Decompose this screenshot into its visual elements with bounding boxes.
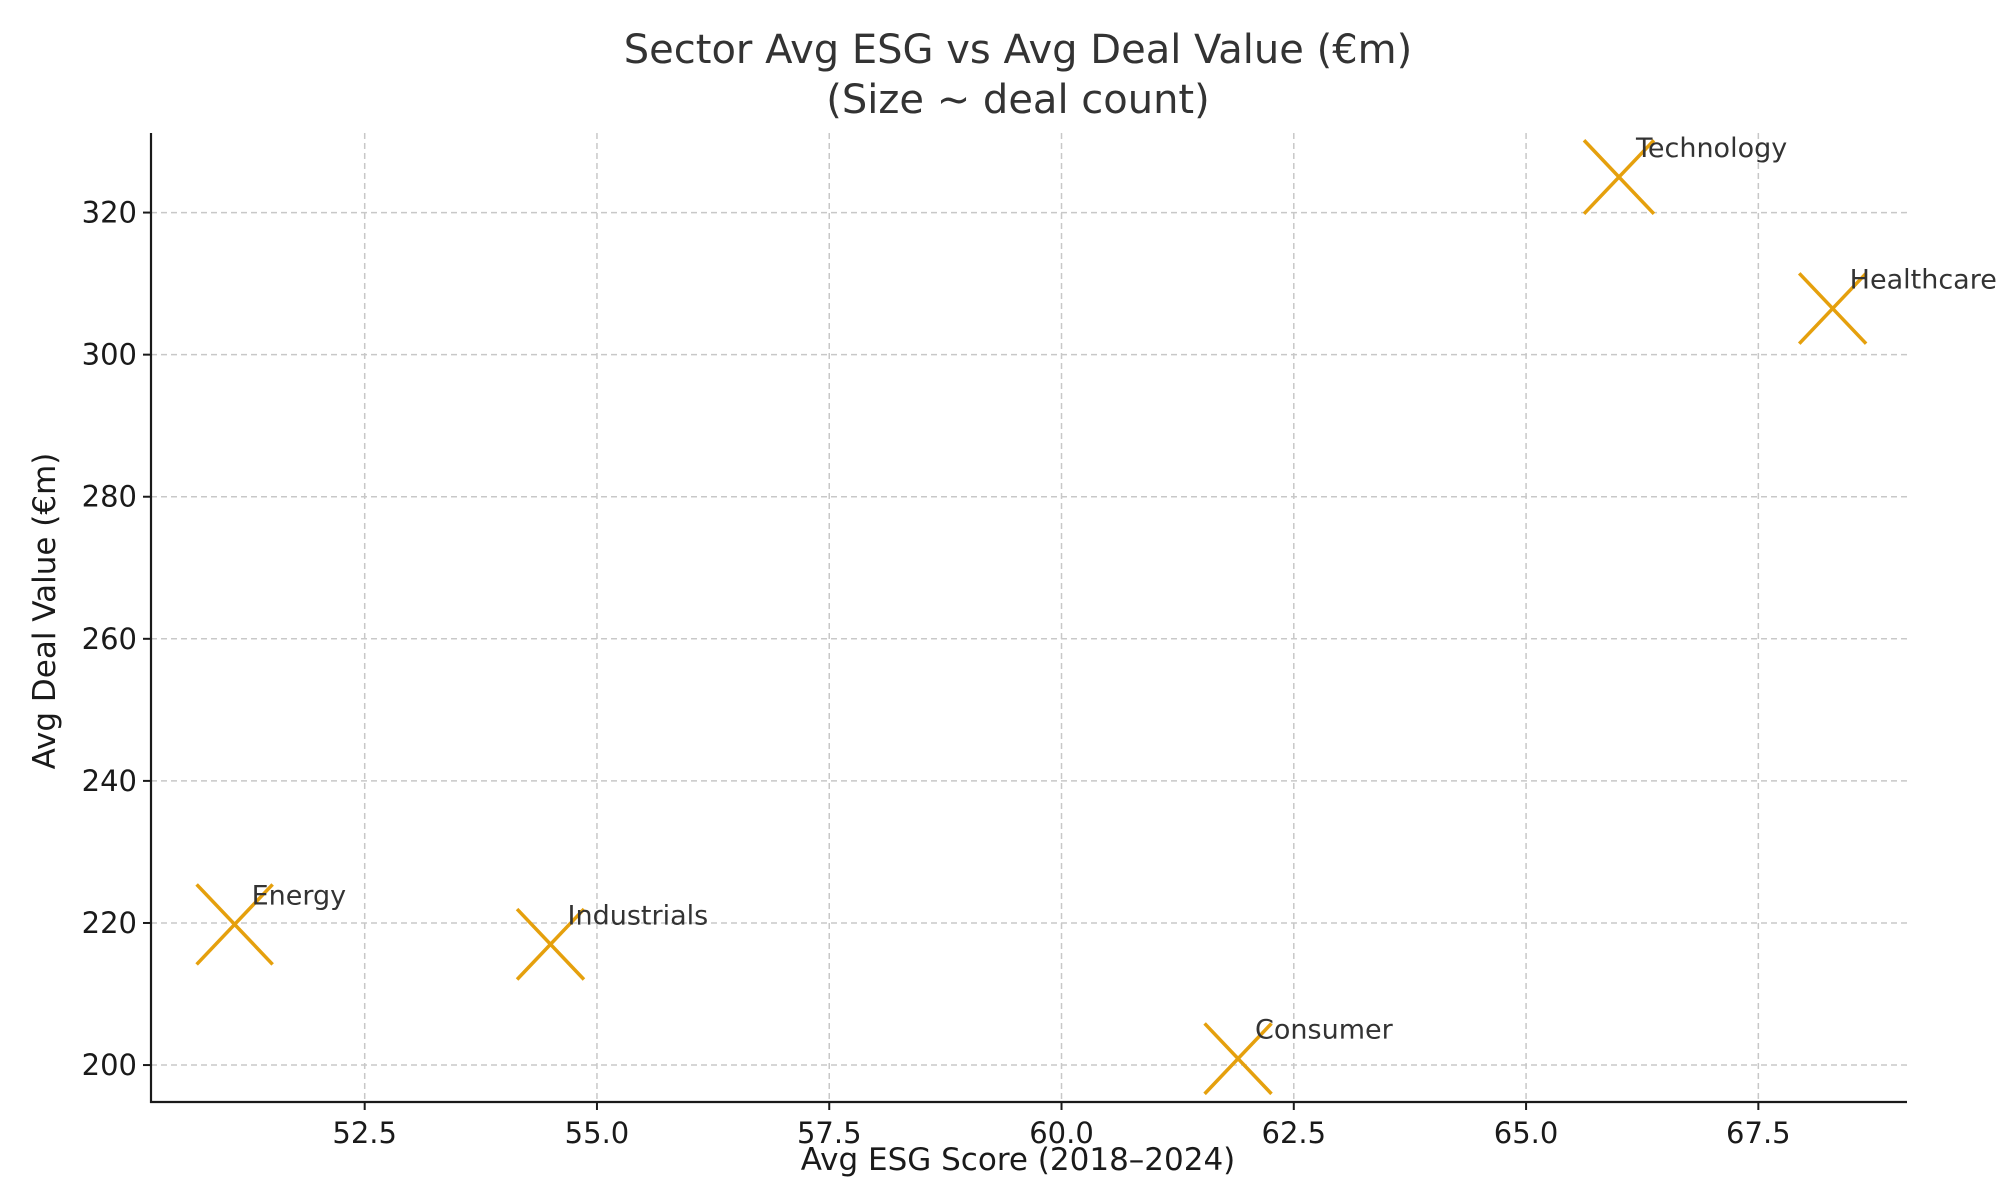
- chart-subtitle: (Size ~ deal count): [826, 77, 1209, 123]
- x-marker-stroke: [515, 907, 586, 981]
- y-tick-label: 200: [82, 1048, 137, 1082]
- x-marker-stroke: [1203, 1022, 1273, 1096]
- x-tick-label: 57.5: [797, 1116, 862, 1150]
- y-tick-label: 240: [82, 764, 137, 798]
- ticks: 52.5 55.0 57.5 60.0 62.5 65.0 67.5 200 220 240 260…: [82, 196, 1791, 1150]
- data-point: Technology: [1582, 133, 1787, 216]
- y-tick-label: 280: [82, 480, 137, 514]
- x-axis-title: Avg ESG Score (2018–2024): [801, 1142, 1236, 1178]
- data-point: Energy: [195, 880, 347, 966]
- x-tick-label: 67.5: [1726, 1116, 1791, 1150]
- x-marker-stroke: [1797, 272, 1868, 345]
- x-tick-label: 52.5: [332, 1116, 397, 1150]
- y-tick-label: 320: [82, 196, 137, 230]
- x-tick-label: 62.5: [1262, 1116, 1327, 1150]
- y-axis-title: Avg Deal Value (€m): [27, 453, 63, 770]
- x-tick-label: 60.0: [1029, 1116, 1094, 1150]
- point-label: Industrials: [568, 900, 709, 931]
- data-point: Healthcare: [1797, 264, 1997, 345]
- point-label: Energy: [252, 880, 347, 911]
- y-tick-label: 300: [82, 338, 137, 372]
- axes: [149, 133, 1907, 1104]
- x-tick-label: 55.0: [565, 1116, 630, 1150]
- point-label: Consumer: [1255, 1015, 1394, 1046]
- y-tick-label: 220: [82, 906, 137, 940]
- data-points: Energy Industrials Consumer Technology Healt…: [195, 133, 1997, 1096]
- y-tick-label: 260: [82, 622, 137, 656]
- point-label: Healthcare: [1850, 264, 1997, 295]
- chart-title: Sector Avg ESG vs Avg Deal Value (€m): [624, 27, 1412, 73]
- point-label: Technology: [1635, 133, 1787, 164]
- x-marker-stroke: [195, 883, 274, 966]
- data-point: Consumer: [1203, 1015, 1394, 1096]
- x-tick-label: 65.0: [1494, 1116, 1559, 1150]
- x-marker-stroke: [1582, 139, 1656, 216]
- data-point: Industrials: [515, 900, 709, 981]
- grid: [151, 133, 1907, 1102]
